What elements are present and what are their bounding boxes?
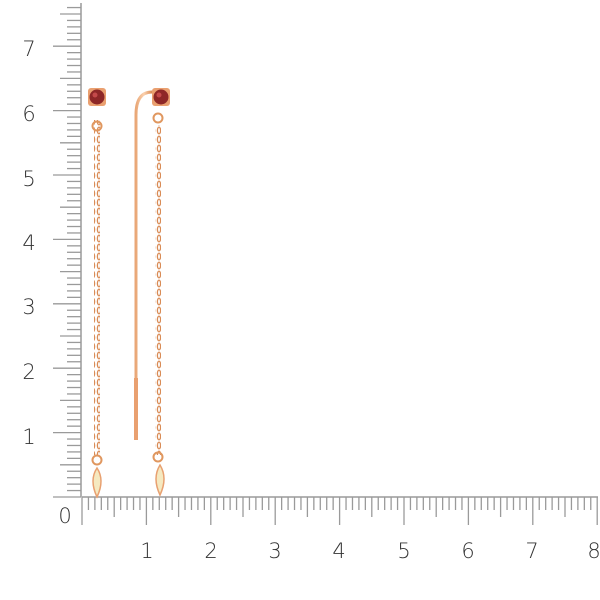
h-label: 1 [140,539,153,563]
h-label: 3 [268,539,281,563]
bar-end [134,378,138,440]
v-label: 7 [22,37,35,61]
h-label: 8 [587,539,600,563]
v-label: 1 [22,425,35,449]
jump-ring [91,454,103,466]
marquise-drop [155,463,165,497]
jump-ring [152,451,164,463]
stone-highlight [92,92,98,98]
threader-bar [134,90,153,440]
marquise-drop [92,466,102,499]
v-label: 4 [22,231,35,255]
h-label: 7 [525,539,538,563]
chain [94,120,100,455]
v-label: 5 [22,167,35,191]
v-label: 6 [22,102,35,126]
jump-ring [91,120,103,132]
chain [155,125,161,455]
h-label: 6 [461,539,474,563]
stone-highlight [156,92,162,98]
earring-left [88,88,106,499]
h-label: 0 [58,504,71,528]
h-label: 2 [204,539,217,563]
jump-ring [152,112,164,124]
v-label: 3 [22,295,35,319]
earring-right [134,88,170,497]
h-label: 4 [332,539,345,563]
v-label: 2 [22,360,35,384]
h-label: 5 [397,539,410,563]
